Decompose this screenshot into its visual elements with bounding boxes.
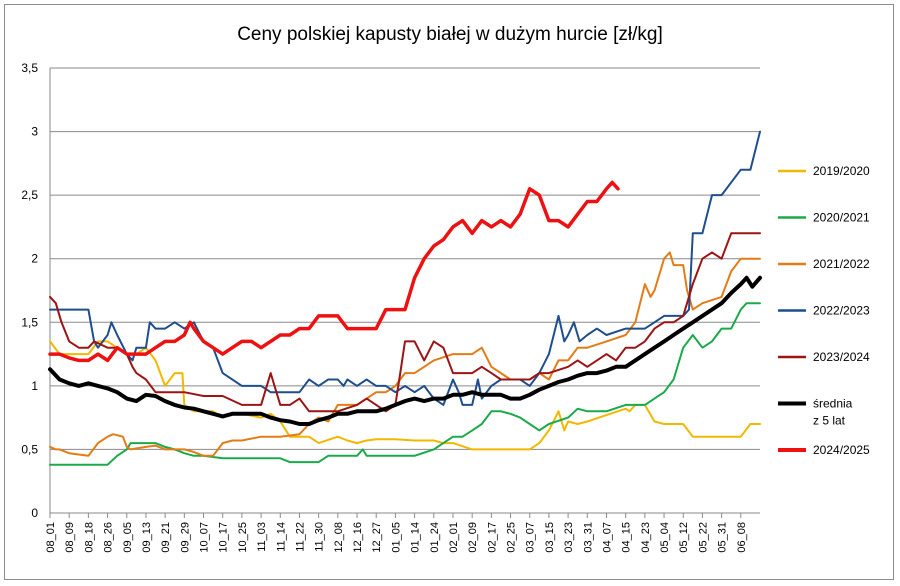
- x-tick-label: 05_12: [678, 522, 690, 553]
- x-tick-label: 11_22: [294, 522, 306, 552]
- series-line: [48, 180, 620, 363]
- chart-frame: [4, 4, 894, 580]
- plot-area: 0 0,5 1 1,5 2 2,5 3 3,5 08_01 08_09 08_18 08_26 09_0…: [21, 61, 762, 553]
- legend: 2019/2020 2020/2021 2021/2022 2022/2023 2023…: [778, 164, 870, 457]
- y-tick-label: 0: [31, 506, 38, 520]
- x-tick-label: 06_08: [736, 522, 748, 553]
- legend-label: 2020/2021: [813, 211, 870, 225]
- x-tick-label: 04_15: [621, 522, 633, 553]
- x-tick-label: 10_17: [218, 522, 230, 553]
- x-tick-label: 08_26: [103, 522, 115, 553]
- chart-title: Ceny polskiej kapusty białej w dużym hur…: [237, 24, 663, 45]
- x-tick-label: 05_04: [659, 522, 671, 553]
- x-tick-label: 09_29: [179, 522, 191, 553]
- series-line: [48, 275, 762, 426]
- x-tick-label: 04_07: [601, 522, 613, 553]
- x-tick-label: 11_03: [256, 522, 268, 552]
- series-line: [49, 232, 761, 413]
- series-line: [49, 130, 761, 406]
- x-tick-label: 12_08: [333, 522, 345, 553]
- x-tick-label: 02_25: [506, 522, 518, 553]
- x-tick-label: 08_01: [45, 522, 57, 553]
- legend-label: 2024/2025: [813, 443, 870, 457]
- x-tick-label: 03_31: [582, 522, 594, 553]
- x-tick-label: 10_07: [199, 522, 211, 553]
- x-tick-label: 01_14: [410, 522, 422, 553]
- y-tick-label: 1: [31, 379, 38, 393]
- x-tick-label: 11_30: [314, 522, 326, 552]
- x-tick-label: 05_31: [717, 522, 729, 553]
- y-tick-label: 0,5: [21, 442, 38, 456]
- series-line: [49, 340, 761, 451]
- x-tick-label: 03_23: [563, 522, 575, 553]
- x-tick-label: 01_05: [390, 522, 402, 553]
- legend-label: średnia z 5 lat: [813, 397, 853, 428]
- y-tick-label: 1,5: [21, 315, 38, 329]
- legend-label: 2023/2024: [813, 350, 870, 364]
- x-tick-label: 10_25: [237, 522, 249, 553]
- x-tick-label: 03_07: [525, 522, 537, 553]
- x-tick-label: 02_09: [467, 522, 479, 553]
- x-tick-label: 08_09: [64, 522, 76, 553]
- x-tick-label: 05_22: [697, 522, 709, 553]
- x-tick-label: 02_01: [448, 522, 460, 553]
- y-tick-label: 2: [31, 252, 38, 266]
- x-tick-label: 12_27: [371, 522, 383, 553]
- x-tick-label: 12_16: [352, 522, 364, 553]
- x-tick-label: 09_13: [141, 522, 153, 553]
- x-tick-label: 01_24: [429, 522, 441, 553]
- y-tick-label: 2,5: [21, 188, 38, 202]
- x-tick-label: 08_18: [83, 522, 95, 553]
- x-tick-label: 11_14: [275, 522, 287, 552]
- series-line: [49, 251, 761, 457]
- y-tick-label: 3: [31, 125, 38, 139]
- legend-label: 2021/2022: [813, 257, 870, 271]
- legend-label: 2022/2023: [813, 304, 870, 318]
- x-tick-label: 09_21: [160, 522, 172, 553]
- x-tick-label: 02_17: [486, 522, 498, 553]
- x-tick-label: 04_23: [640, 522, 652, 553]
- x-tick-label: 09_05: [122, 522, 134, 553]
- y-tick-label: 3,5: [21, 61, 38, 75]
- legend-label: 2019/2020: [813, 164, 870, 178]
- x-tick-label: 03_15: [544, 522, 556, 553]
